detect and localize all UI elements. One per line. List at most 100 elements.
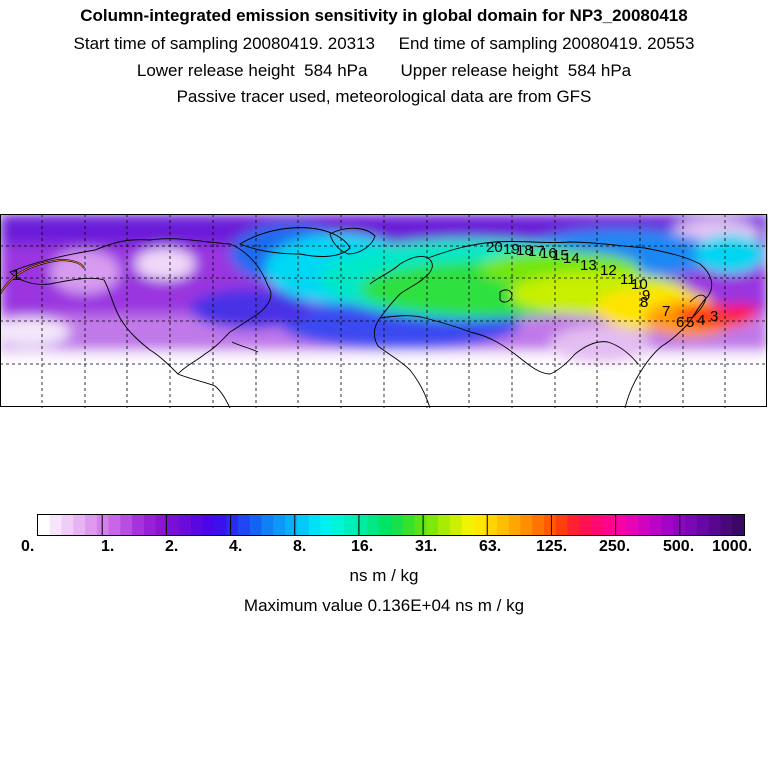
colorbar-cell [167, 515, 180, 535]
colorbar-cell [555, 515, 568, 535]
colorbar-cell [355, 515, 368, 535]
trajectory-label: 19 [503, 241, 520, 258]
colorbar-tick-label: 125. [536, 538, 568, 555]
trajectory-label: 9 [642, 287, 650, 304]
tracer-info-line: Passive tracer used, meteorological data… [176, 87, 592, 106]
colorbar-cell [143, 515, 157, 535]
colorbar-cell [602, 515, 615, 535]
colorbar-cell [132, 515, 145, 535]
trajectory-label: 6 [676, 314, 684, 331]
colorbar-cell [532, 515, 545, 535]
colorbar-cell [426, 515, 439, 535]
trajectory-label: 10 [631, 276, 648, 293]
trajectory-label: 15 [552, 247, 569, 264]
colorbar-cell [496, 515, 510, 535]
release-height-line: Lower release height 584 hPa Upper relea… [136, 61, 632, 80]
colorbar-tick-label: 63. [479, 538, 502, 555]
colorbar-cell [226, 515, 239, 535]
colorbar-cell [120, 515, 133, 535]
colorbar-tick-label: 4. [229, 538, 243, 555]
colorbar-cell [285, 515, 298, 535]
colorbar-cell [38, 515, 51, 535]
colorbar-cell [273, 515, 286, 535]
colorbar-cell [543, 515, 557, 535]
colorbar-cell [685, 515, 698, 535]
colorbar-tick-label: 31. [415, 538, 438, 555]
colorbar-tick-label: 16. [351, 538, 374, 555]
trajectory-label: 12 [600, 262, 617, 279]
trajectory-label: 20 [486, 239, 503, 256]
colorbar-cell [391, 515, 404, 535]
colorbar-cell [485, 515, 498, 535]
trajectory-label: 5 [686, 314, 694, 331]
colorbar-cell [579, 515, 592, 535]
colorbar-cell [661, 515, 674, 535]
colorbar [37, 514, 745, 536]
sensitivity-map: 20 19 18 17 16 15 14 13 12 11 10 9 8 7 6… [0, 214, 768, 408]
colorbar-tick-label: 1000. [712, 538, 753, 555]
maximum-value-text: Maximum value 0.136E+04 ns m / kg [243, 596, 525, 615]
colorbar-cell [108, 515, 121, 535]
colorbar-cell [249, 515, 262, 535]
trajectory-label: 8 [640, 294, 648, 311]
trajectory-label: 7 [662, 303, 670, 320]
colorbar-cell [308, 515, 321, 535]
colorbar-cell [614, 515, 627, 535]
colorbar-cell [402, 515, 415, 535]
colorbar-cell [261, 515, 274, 535]
colorbar-cell [379, 515, 392, 535]
colorbar-cell [49, 515, 62, 535]
colorbar-cell [96, 515, 109, 535]
colorbar-cell [414, 515, 427, 535]
colorbar-cell [85, 515, 98, 535]
trajectory-label: 16 [540, 245, 557, 262]
colorbar-cell [520, 515, 533, 535]
colorbar-cell [73, 515, 86, 535]
colorbar-cell [155, 515, 168, 535]
colorbar-cell [202, 515, 215, 535]
colorbar-cell [638, 515, 651, 535]
colorbar-cell [461, 515, 474, 535]
colorbar-tick-label: 250. [599, 538, 631, 555]
colorbar-cell [449, 515, 462, 535]
colorbar-tick-label: 2. [165, 538, 179, 555]
colorbar-tick-label: 500. [663, 538, 695, 555]
colorbar-tick-label: 1. [101, 538, 115, 555]
colorbar-units: ns m / kg [349, 566, 419, 585]
colorbar-cell [649, 515, 663, 535]
colorbar-cell [238, 515, 251, 535]
trajectory-label: 17 [528, 243, 545, 260]
colorbar-cell [591, 515, 604, 535]
trajectory-label: 14 [563, 250, 580, 267]
colorbar-cell [696, 515, 710, 535]
colorbar-cell [179, 515, 192, 535]
trajectory-line-core [0, 259, 85, 295]
colorbar-cell [438, 515, 451, 535]
sampling-time-line: Start time of sampling 20080419. 20313 E… [73, 34, 695, 53]
lat-lon-grid [0, 214, 768, 408]
colorbar-cell [708, 515, 721, 535]
colorbar-cell [320, 515, 333, 535]
trajectory-label: 3 [710, 308, 718, 325]
coastlines [9, 227, 713, 408]
colorbar-cell [343, 515, 357, 535]
colorbar-cell [732, 515, 745, 535]
colorbar-tick-label: 0. [21, 538, 35, 555]
trajectory-label: 4 [697, 312, 705, 329]
map-frame [0, 214, 767, 407]
colorbar-cell [296, 515, 310, 535]
trajectory-labels: 20 19 18 17 16 15 14 13 12 11 10 9 8 7 6… [12, 239, 718, 331]
trajectory-label: 18 [516, 242, 533, 259]
colorbar-cell [367, 515, 380, 535]
colorbar-cell [61, 515, 74, 535]
colorbar-cell [473, 515, 486, 535]
colorbar-cell [720, 515, 733, 535]
trajectory-label: 1 [12, 267, 20, 284]
colorbar-tick-label: 8. [293, 538, 307, 555]
map-title: Column-integrated emission sensitivity i… [80, 6, 688, 25]
trajectory-label: 11 [620, 271, 636, 288]
colorbar-cell [214, 515, 227, 535]
colorbar-cell [332, 515, 345, 535]
colorbar-cell [508, 515, 521, 535]
trajectory-label: 13 [580, 257, 597, 274]
